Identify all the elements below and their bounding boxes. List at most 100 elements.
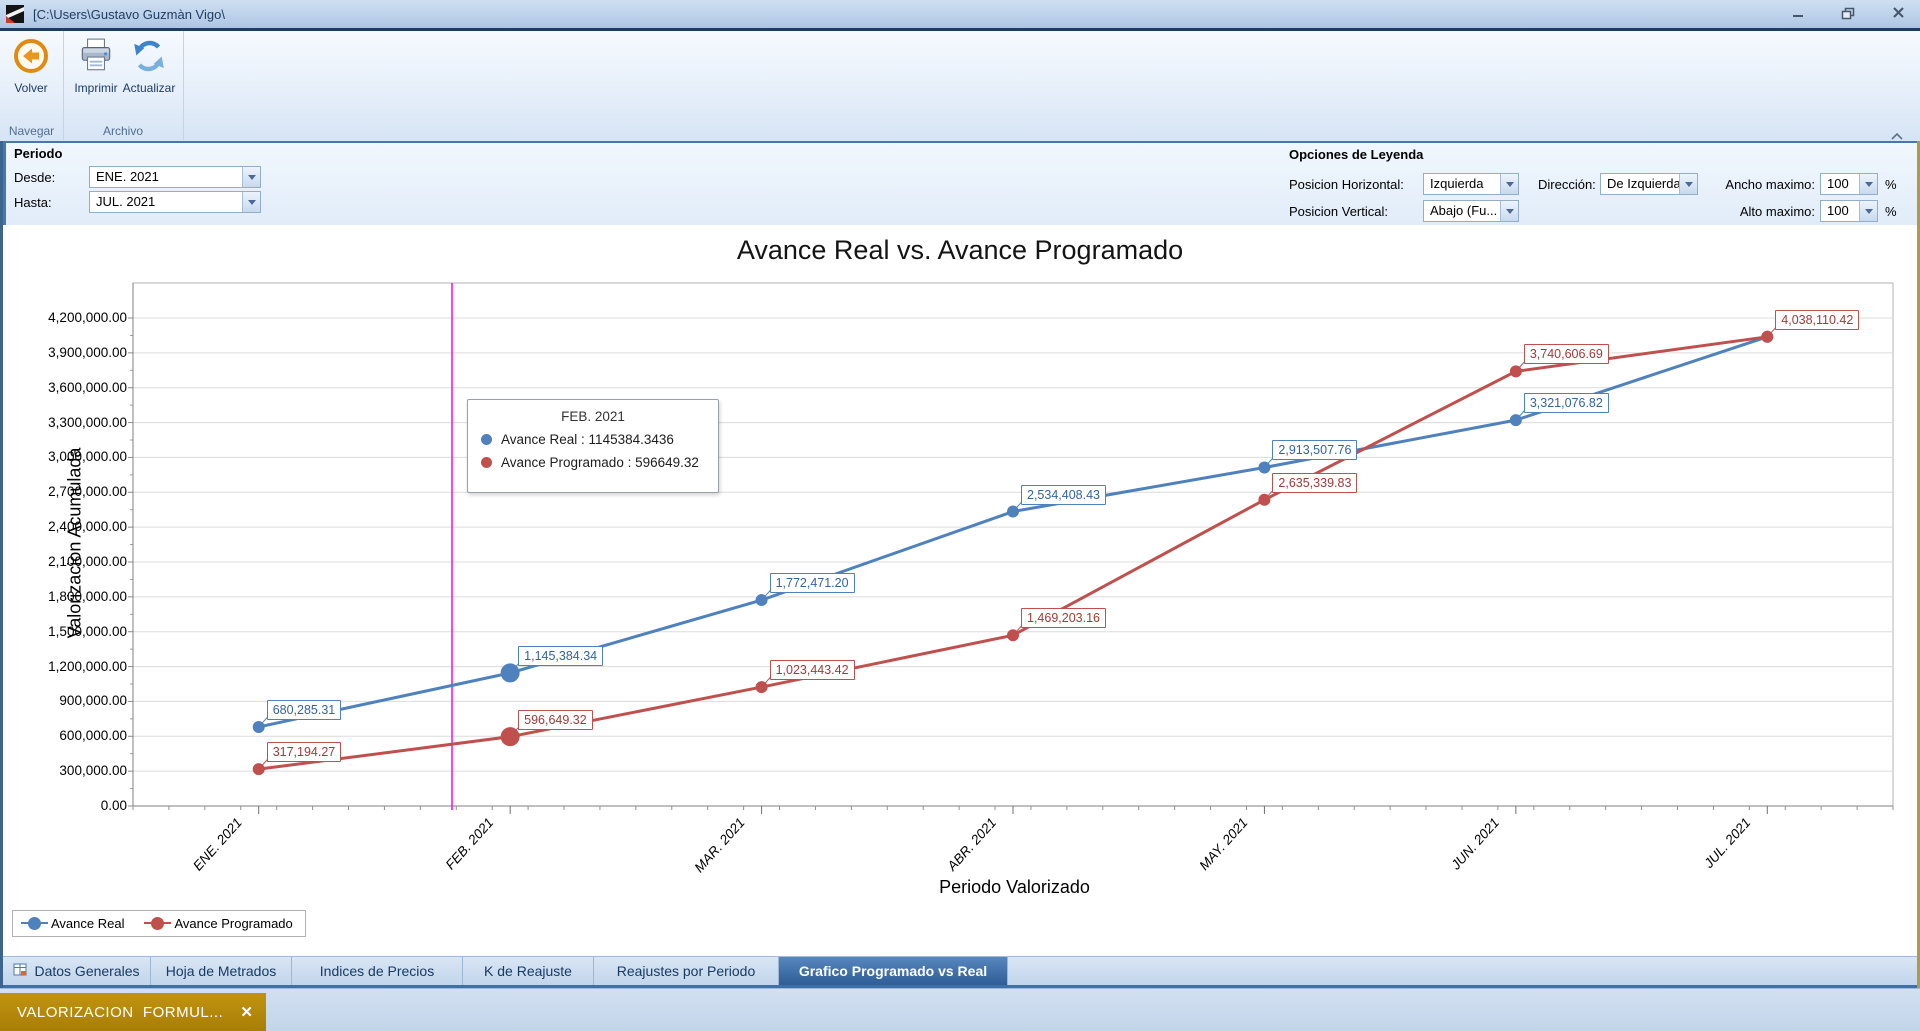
close-button[interactable] (1890, 6, 1906, 20)
imprimir-button[interactable]: Imprimir (68, 37, 124, 95)
collapse-ribbon-icon[interactable] (1890, 128, 1904, 140)
leyenda-title: Opciones de Leyenda (1289, 147, 1424, 162)
table-icon (13, 962, 28, 980)
x-axis-label: JUL. 2021 (1701, 815, 1754, 872)
tab-datos-generales[interactable]: Datos Generales (3, 957, 151, 985)
chart-point[interactable] (1761, 330, 1774, 343)
direccion-combobox[interactable]: De Izquierda... (1600, 173, 1698, 195)
chart-point[interactable] (755, 594, 768, 607)
desde-value: ENE. 2021 (96, 169, 159, 184)
x-axis-label: ENE. 2021 (190, 815, 245, 874)
y-axis-label: 2,100,000.00 (48, 554, 127, 569)
title-bar: [C:\Users\Gustavo Guzmàn Vigo\ (0, 0, 1920, 29)
document-bar: VALORIZACION FORMUL... ✕ (0, 988, 1920, 1031)
data-label: 596,649.32 (518, 709, 593, 730)
x-axis-title: Periodo Valorizado (939, 877, 1090, 897)
x-axis-label: MAY. 2021 (1196, 815, 1250, 873)
app-logo-icon (6, 5, 24, 23)
tab-label: Datos Generales (34, 963, 140, 979)
tab-label: Indices de Precios (319, 963, 435, 979)
posicion-horizontal-label: Posicion Horizontal: (1289, 177, 1404, 192)
x-axis-label: FEB. 2021 (443, 815, 497, 872)
y-axis-label: 3,300,000.00 (48, 414, 127, 430)
y-axis-label: 1,800,000.00 (48, 588, 127, 604)
chart-point[interactable] (252, 763, 265, 776)
document-content: Periodo Desde: ENE. 2021 Hasta: JUL. 202… (3, 141, 1917, 988)
restore-button[interactable] (1840, 6, 1856, 20)
chart-point[interactable] (1509, 414, 1522, 427)
chart-title: Avance Real vs. Avance Programado (736, 235, 1184, 265)
legend-item-avance-real[interactable]: Avance Real (21, 916, 124, 931)
data-label: 4,038,110.42 (1775, 309, 1860, 330)
chart-point[interactable] (755, 681, 768, 694)
ribbon: Volver Navegar Imprimir (0, 31, 1920, 142)
data-label: 3,740,606.69 (1523, 344, 1609, 365)
tab-hoja-de-metrados[interactable]: Hoja de Metrados (151, 957, 292, 985)
line-marker-icon (21, 917, 48, 930)
close-document-icon[interactable]: ✕ (240, 1004, 253, 1021)
chevron-down-icon[interactable] (1679, 174, 1697, 194)
chart-point[interactable] (500, 663, 520, 683)
posicion-vertical-value: Abajo (Fu... (1430, 203, 1498, 218)
window-frame-right (1917, 141, 1920, 1030)
line-marker-icon (144, 917, 172, 930)
tab-reajustes-por-periodo[interactable]: Reajustes por Periodo (594, 957, 779, 985)
tab-k-de-reajuste[interactable]: K de Reajuste (463, 957, 594, 985)
x-axis-label: JUN. 2021 (1448, 815, 1503, 873)
ancho-maximo-label: Ancho maximo: (1725, 177, 1815, 192)
data-label: 1,145,384.34 (518, 645, 604, 666)
chart-point[interactable] (1258, 461, 1271, 474)
chart-legend: Avance Real Avance Programado (12, 910, 306, 937)
chevron-down-icon[interactable] (1859, 201, 1877, 221)
volver-button[interactable]: Volver (3, 37, 59, 95)
posicion-vertical-label: Posicion Vertical: (1289, 204, 1388, 219)
desde-combobox[interactable]: ENE. 2021 (89, 166, 261, 188)
chart-canvas: ENE. 2021 FEB. 2021 MAR. 2021 ABR. 2021 MAY.… (128, 282, 1894, 875)
chevron-down-icon[interactable] (242, 167, 260, 187)
legend-item-avance-programado[interactable]: Avance Programado (144, 916, 293, 931)
chevron-down-icon[interactable] (1500, 201, 1518, 221)
direccion-value: De Izquierda... (1607, 176, 1679, 191)
tooltip-value: Avance Programado : 596649.32 (501, 455, 699, 470)
document-tab-valorizacion[interactable]: VALORIZACION FORMUL... ✕ (0, 993, 266, 1031)
y-axis-label: 3,000,000.00 (48, 449, 127, 465)
hasta-combobox[interactable]: JUL. 2021 (89, 191, 261, 213)
tooltip-title: FEB. 2021 (561, 409, 625, 424)
chart-point[interactable] (1509, 365, 1522, 378)
chart-point[interactable] (1007, 505, 1019, 518)
chart-tooltip: FEB. 2021 Avance Real : 1145384.3436 Ava… (467, 399, 719, 493)
tooltip-row: Avance Programado : 596649.32 (481, 455, 718, 470)
chart-point[interactable] (1007, 629, 1019, 642)
tab-label: Hoja de Metrados (165, 963, 277, 979)
alto-maximo-value: 100 (1827, 203, 1849, 218)
chevron-down-icon[interactable] (242, 192, 260, 212)
y-axis-label: 900,000.00 (59, 693, 127, 709)
desde-label: Desde: (14, 170, 56, 185)
alto-maximo-spinner[interactable]: 100 (1820, 200, 1878, 222)
y-axis-label: 600,000.00 (59, 728, 127, 744)
tab-indices-de-precios[interactable]: Indices de Precios (292, 957, 463, 985)
x-axis-label: ABR. 2021 (944, 815, 1000, 874)
ancho-maximo-spinner[interactable]: 100 (1820, 173, 1878, 195)
chevron-down-icon[interactable] (1500, 174, 1518, 194)
ancho-maximo-value: 100 (1827, 176, 1849, 191)
refresh-icon (131, 37, 167, 80)
chevron-down-icon[interactable] (1859, 174, 1877, 194)
data-label: 2,534,408.43 (1021, 484, 1106, 505)
tab-grafico-programado-vs-real[interactable]: Grafico Programado vs Real (779, 957, 1008, 985)
hasta-value: JUL. 2021 (96, 194, 156, 209)
actualizar-button[interactable]: Actualizar (121, 37, 177, 95)
data-label: 680,285.31 (266, 699, 342, 720)
chart-point[interactable] (500, 727, 520, 747)
posicion-vertical-combobox[interactable]: Abajo (Fu... (1423, 200, 1519, 222)
minimize-button[interactable] (1790, 6, 1806, 20)
panel-accent (3, 143, 6, 227)
data-label: 2,635,339.83 (1272, 472, 1358, 493)
data-label: 317,194.27 (266, 742, 342, 763)
chart-point[interactable] (252, 720, 265, 733)
ribbon-group-caption: Archivo (102, 124, 143, 138)
series-marker-icon (481, 457, 492, 468)
chart-point[interactable] (1258, 493, 1271, 506)
window-title: [C:\Users\Gustavo Guzmàn Vigo\ (33, 6, 225, 22)
posicion-horizontal-combobox[interactable]: Izquierda (1423, 173, 1519, 195)
